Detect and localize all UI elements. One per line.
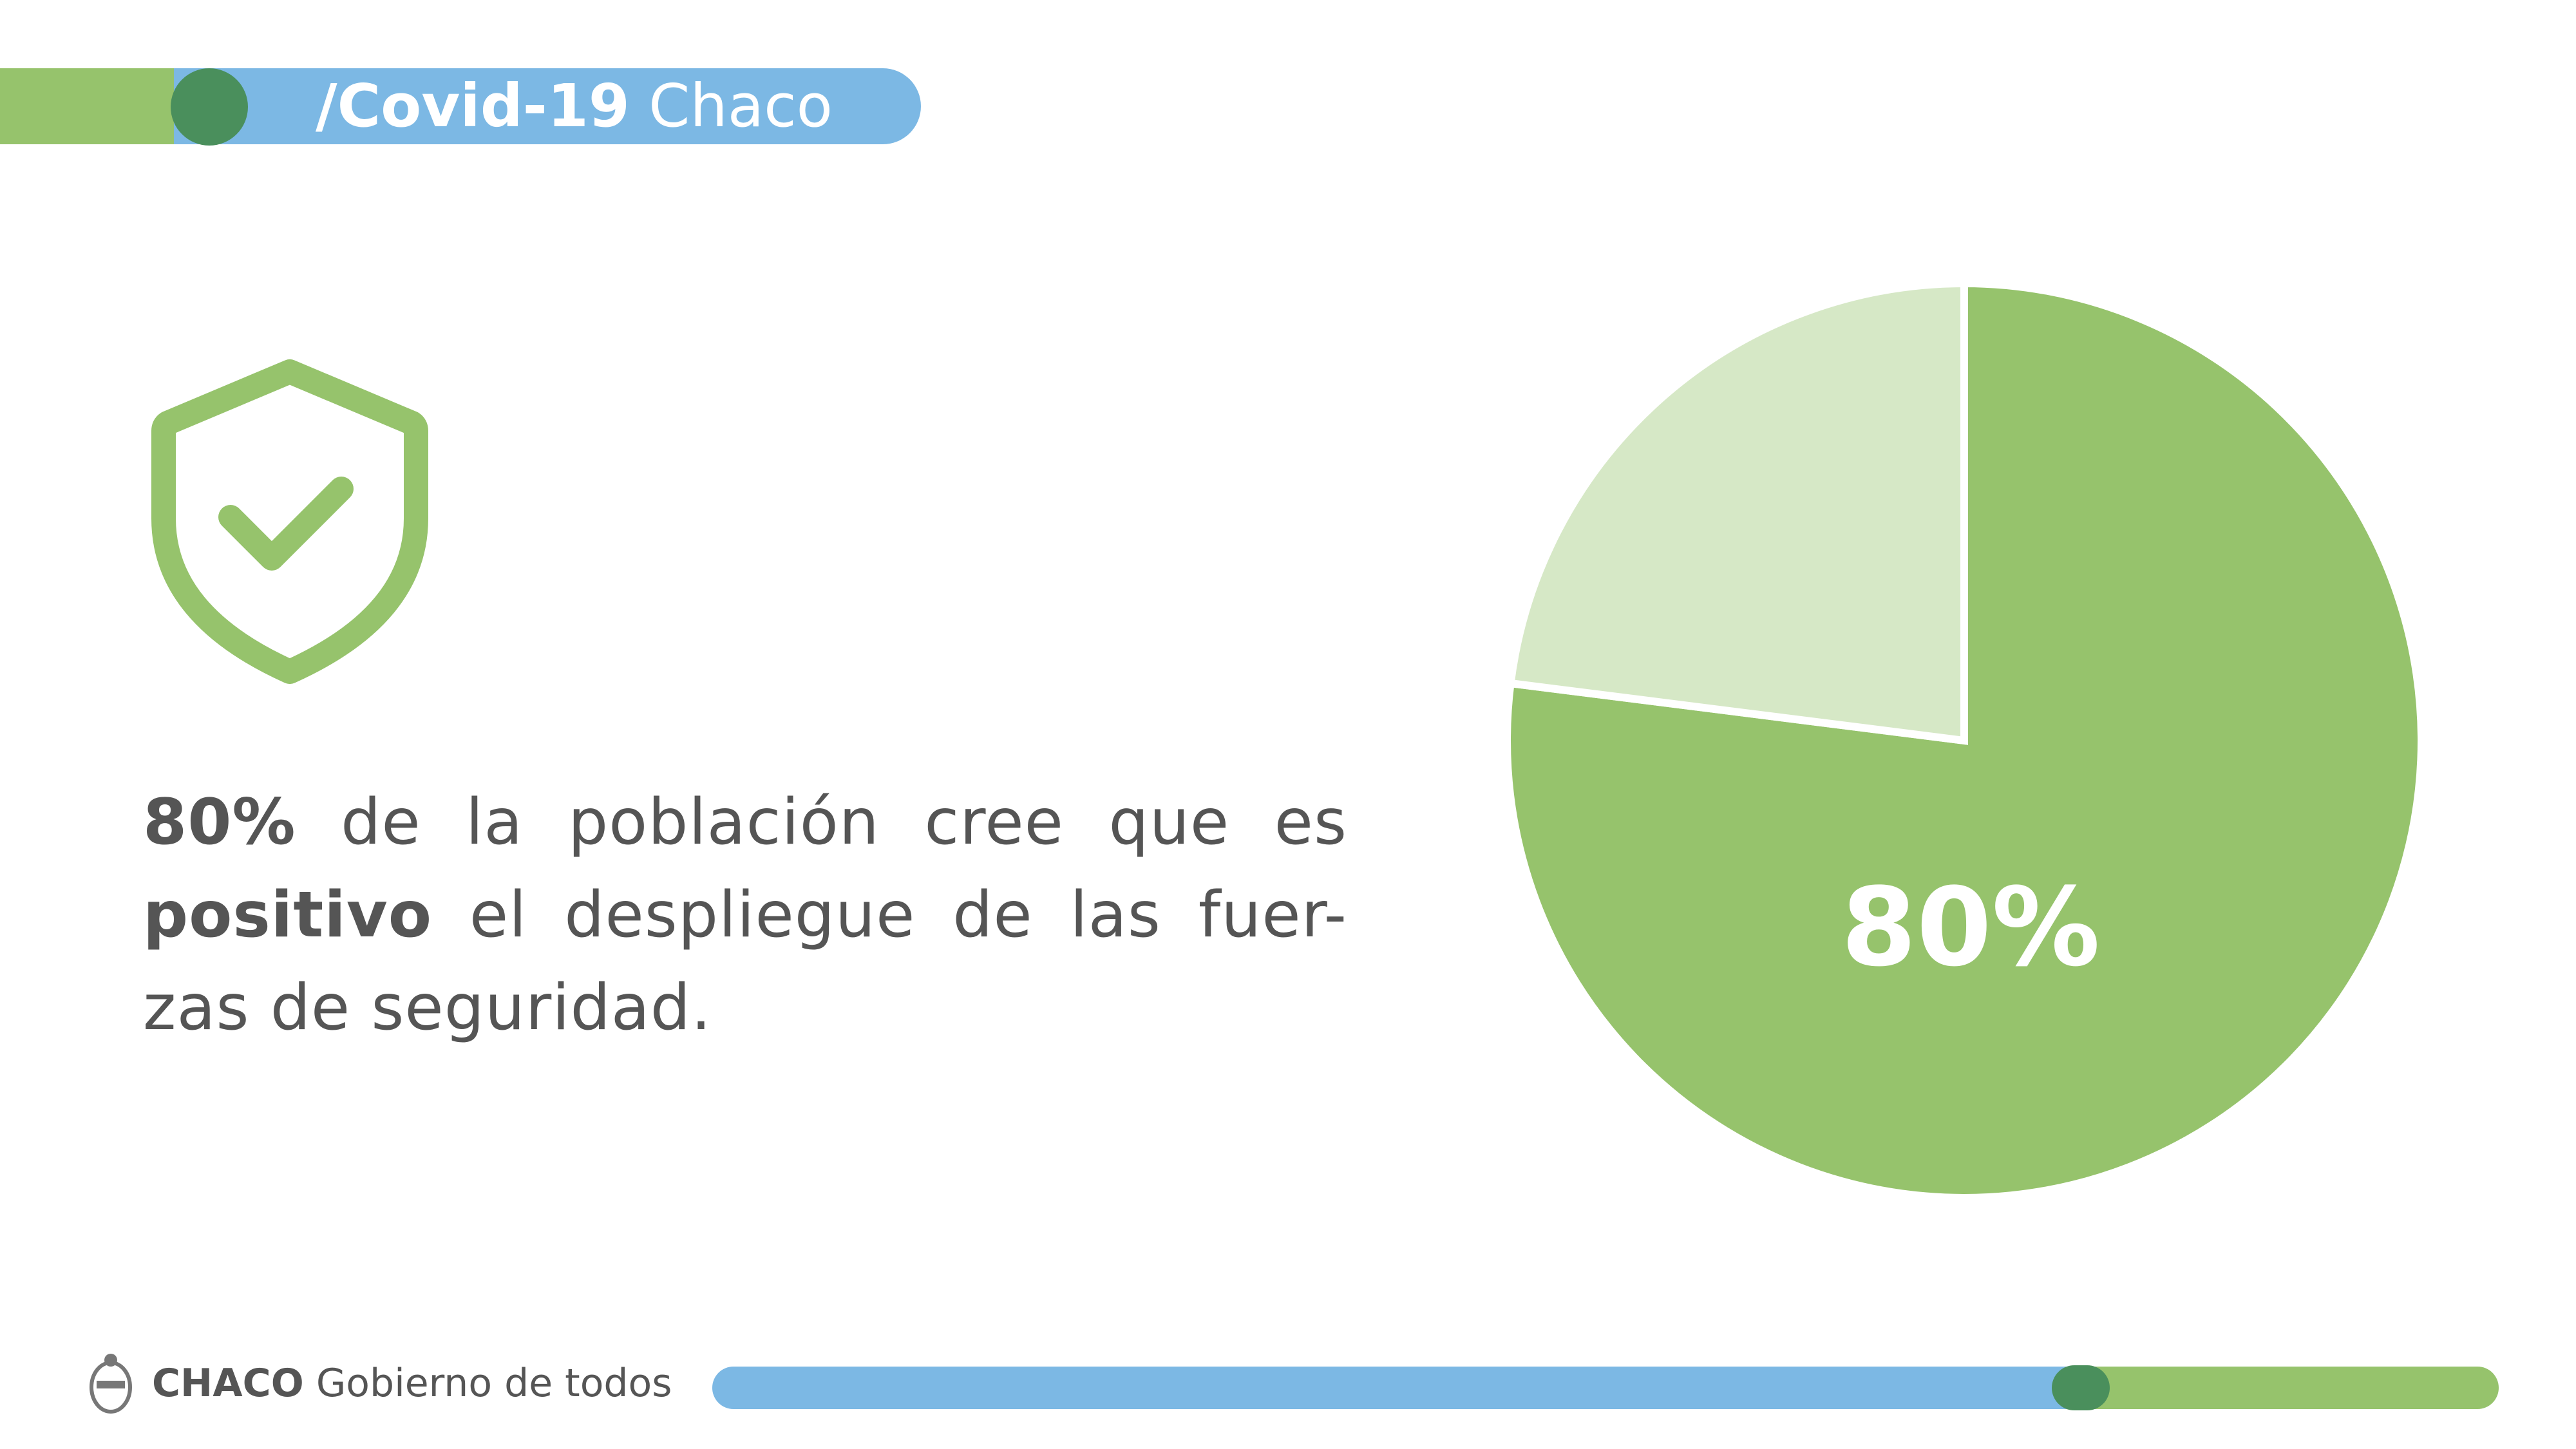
header-title-light: Chaco xyxy=(649,71,833,140)
shield-check-icon xyxy=(151,359,428,684)
pie-data-label: 80% xyxy=(1841,864,2100,990)
chaco-emblem-icon xyxy=(90,1354,132,1414)
header-dot xyxy=(171,68,248,146)
statement-part1: de la población cree que es xyxy=(341,786,1348,859)
statement-emphasis: positivo xyxy=(143,878,433,952)
pie-chart: 80% xyxy=(1503,279,2425,1202)
header-bar-blue xyxy=(174,68,921,144)
statement-percent: 80% xyxy=(143,786,296,859)
header-title: /Covid-19 Chaco xyxy=(316,68,833,144)
footer-brand: CHACO Gobierno de todos xyxy=(152,1358,672,1409)
footer-brand-light: Gobierno de todos xyxy=(316,1361,672,1406)
header-title-bold: /Covid-19 xyxy=(316,71,630,140)
footer-brand-bold: CHACO xyxy=(152,1361,304,1406)
statement-text: 80% de la población cree que es positivo… xyxy=(143,776,1347,1054)
footer-bar-blue xyxy=(712,1367,2084,1409)
footer-bar-green xyxy=(2074,1367,2499,1409)
pie-slice-0 xyxy=(1503,279,2425,1202)
pie-slice-1 xyxy=(1506,279,1968,745)
statement-part2: el despliegue de las fuer-zas de segurid… xyxy=(143,878,1347,1045)
footer-dot xyxy=(2052,1365,2110,1410)
